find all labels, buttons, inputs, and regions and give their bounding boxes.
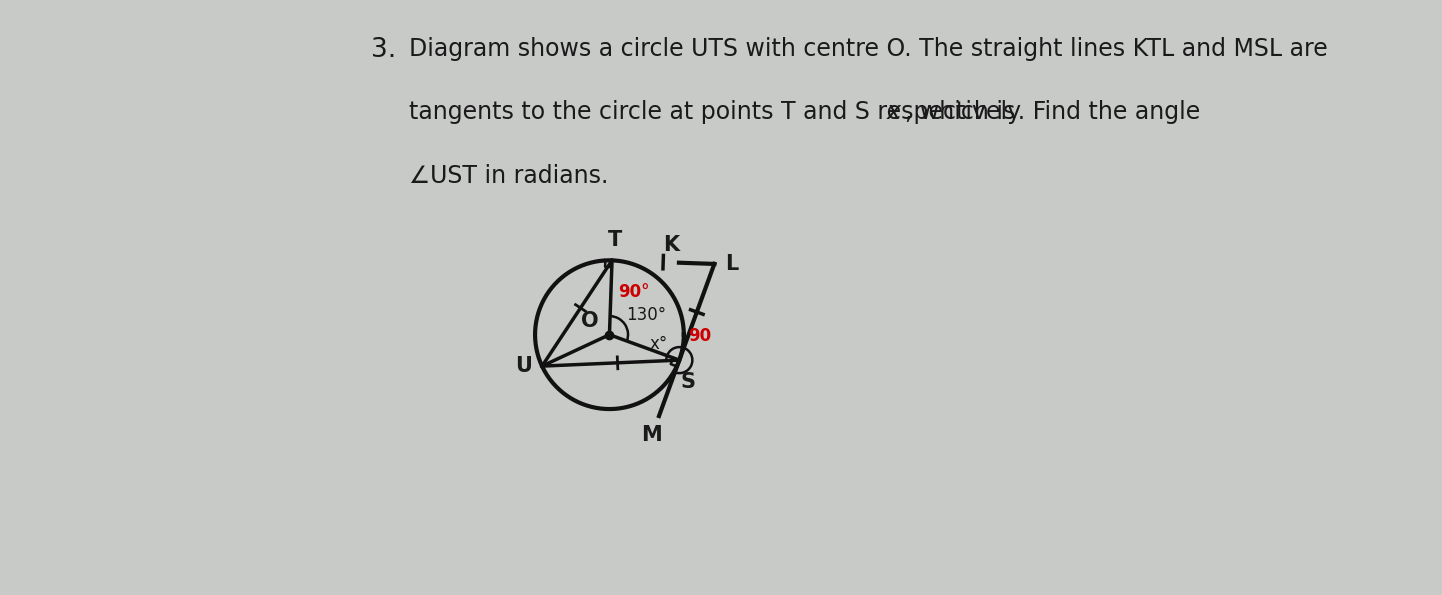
Text: Diagram shows a circle UTS with centre O. The straight lines KTL and MSL are: Diagram shows a circle UTS with centre O… bbox=[408, 37, 1328, 61]
Text: 90°: 90° bbox=[619, 283, 649, 300]
Text: ∠UST in radians.: ∠UST in radians. bbox=[408, 164, 609, 187]
Text: K: K bbox=[663, 235, 679, 255]
Text: O: O bbox=[581, 311, 598, 331]
Text: x°: x° bbox=[649, 335, 668, 353]
Text: M: M bbox=[642, 425, 662, 445]
Text: , which is: , which is bbox=[904, 101, 1015, 124]
Text: L: L bbox=[725, 254, 738, 274]
Text: S: S bbox=[681, 372, 695, 392]
Text: 3.: 3. bbox=[372, 37, 397, 63]
Text: $x$: $x$ bbox=[887, 101, 903, 124]
Text: U: U bbox=[515, 356, 532, 376]
Text: 130°: 130° bbox=[626, 305, 666, 324]
Text: tangents to the circle at points T and S respectively. Find the angle: tangents to the circle at points T and S… bbox=[408, 101, 1207, 124]
Text: 90: 90 bbox=[688, 327, 711, 345]
Text: T: T bbox=[609, 230, 622, 250]
